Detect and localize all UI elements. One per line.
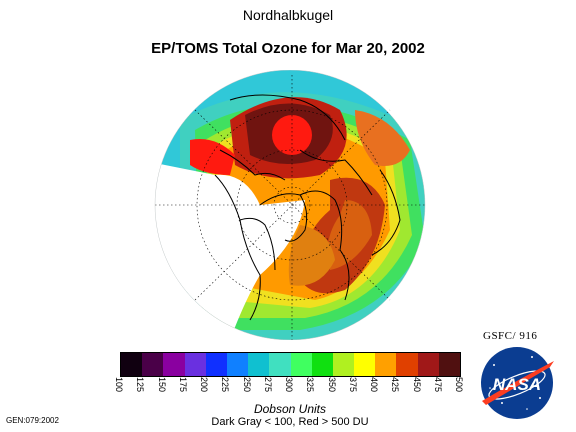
colorbar-tick-label: 275 xyxy=(262,377,273,393)
colorbar-tick-label: 450 xyxy=(411,377,422,393)
colorbar-tick: 475 xyxy=(433,376,445,404)
colorbar-tick: 325 xyxy=(305,376,317,404)
colorbar-tick-label: 225 xyxy=(220,377,231,393)
colorbar-swatch xyxy=(290,353,312,376)
colorbar-tick: 125 xyxy=(135,376,147,404)
colorbar-swatch xyxy=(226,353,249,376)
colorbar-swatch xyxy=(269,353,291,376)
map-title: EP/TOMS Total Ozone for Mar 20, 2002 xyxy=(151,40,425,57)
colorbar-swatch xyxy=(332,353,355,376)
colorbar-tick: 300 xyxy=(284,376,296,404)
colorbar-ticks: 100 125 150 175 200 225 250 275 300 325 350 375 400 4… xyxy=(114,376,464,404)
range-note: Dark Gray < 100, Red > 500 DU xyxy=(211,416,369,428)
colorbar-swatch xyxy=(311,353,333,376)
colorbar-tick-label: 325 xyxy=(305,377,316,393)
colorbar-tick-label: 150 xyxy=(156,377,167,393)
colorbar-swatch xyxy=(121,353,143,376)
colorbar-tick: 225 xyxy=(220,376,232,404)
colorbar-tick-label: 200 xyxy=(199,377,209,393)
colorbar-tick-label: 500 xyxy=(454,377,464,393)
credit-label: GSFC/ 916 xyxy=(483,330,538,342)
colorbar-swatch xyxy=(417,353,439,376)
colorbar-tick: 375 xyxy=(348,376,360,404)
colorbar-tick: 450 xyxy=(412,376,424,404)
colorbar-tick: 425 xyxy=(390,376,402,404)
colorbar-tick: 100 xyxy=(114,376,126,404)
colorbar-tick: 400 xyxy=(369,376,381,404)
colorbar-tick-label: 475 xyxy=(432,377,443,393)
colorbar-tick: 150 xyxy=(157,376,169,404)
colorbar-tick: 275 xyxy=(263,376,275,404)
colorbar-tick: 350 xyxy=(327,376,339,404)
colorbar-tick-label: 175 xyxy=(177,377,188,393)
colorbar-swatch xyxy=(375,353,397,376)
region-label: Nordhalbkugel xyxy=(242,7,334,23)
colorbar-tick-label: 125 xyxy=(135,377,146,393)
colorbar-swatch xyxy=(248,353,270,376)
colorbar-tick: 500 xyxy=(454,376,466,404)
colorbar-swatch xyxy=(438,353,460,376)
nasa-logo: NASA xyxy=(481,347,554,419)
ozone-colorbar xyxy=(120,352,461,377)
colorbar-tick: 250 xyxy=(242,376,254,404)
coastlines xyxy=(214,94,401,321)
colorbar-swatch xyxy=(142,353,164,376)
units-label: Dobson Units xyxy=(253,402,327,416)
colorbar-tick: 200 xyxy=(199,376,211,404)
colorbar-tick-label: 300 xyxy=(284,377,294,393)
graticule xyxy=(155,75,425,340)
colorbar-tick-label: 375 xyxy=(347,377,358,393)
colorbar-tick-label: 100 xyxy=(114,377,124,393)
colorbar-swatch xyxy=(354,353,376,376)
ozone-map xyxy=(154,70,426,340)
gen-code: GEN:079:2002 xyxy=(6,416,59,425)
colorbar-swatch xyxy=(396,353,418,376)
colorbar-tick-label: 425 xyxy=(390,377,401,393)
colorbar-tick-label: 400 xyxy=(369,377,379,393)
colorbar-tick-label: 350 xyxy=(326,377,337,393)
colorbar-swatch xyxy=(184,353,206,376)
colorbar-tick: 175 xyxy=(178,376,190,404)
colorbar-swatch xyxy=(205,353,227,376)
colorbar-tick-label: 250 xyxy=(241,377,252,393)
nasa-logo-text: NASA xyxy=(493,375,541,394)
colorbar-swatch xyxy=(163,353,185,376)
